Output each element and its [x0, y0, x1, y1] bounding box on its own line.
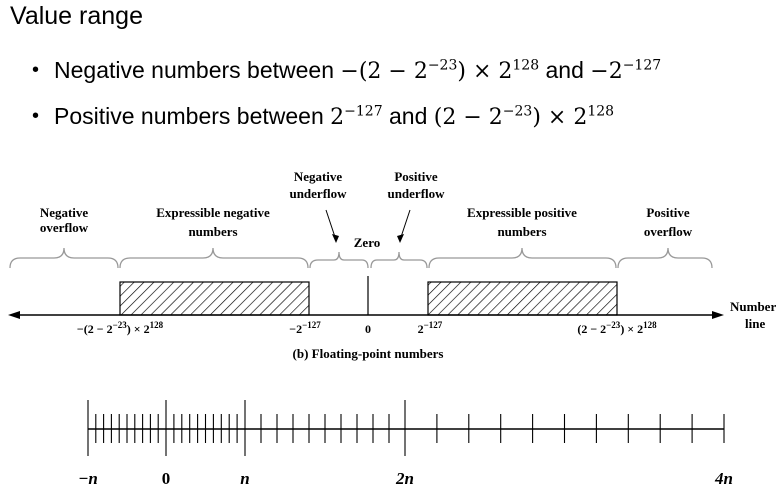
neg-overflow-label-1: Negative [40, 205, 89, 220]
bullet-dot: • [32, 105, 40, 127]
brace-expr-pos [428, 247, 617, 269]
density-label-neg-n: −n [78, 469, 98, 488]
brace-neg-overflow [9, 247, 119, 269]
brace-neg-underflow [309, 251, 369, 269]
pos-overflow-label-2: overflow [644, 224, 693, 239]
bullet-positive-range: • Positive numbers between 2−127 and (2 −… [32, 98, 661, 144]
number-line-label-2: line [745, 316, 765, 331]
neg-underflow-pointer [325, 209, 339, 243]
density-label-4n: 4n [714, 469, 733, 488]
expr-pos-label-1: Expressible positive [467, 205, 577, 220]
neg-range-high: −2−127 [590, 57, 662, 84]
neg-underflow-label-1: Negative [294, 169, 343, 184]
zero-tick-label: 0 [365, 322, 371, 336]
expr-neg-region [119, 281, 310, 316]
pos-underflow-label-2: underflow [387, 186, 445, 201]
pos-range-low: 2−127 [330, 103, 383, 130]
zero-label: Zero [354, 235, 380, 250]
diagram-caption: (b) Floating-point numbers [293, 346, 444, 361]
pos-range-high: (2 − 2−23) × 2128 [433, 103, 615, 130]
pos-underflow-label-1: Positive [394, 169, 438, 184]
neg-overflow-label-2: overflow [40, 220, 89, 235]
expr-neg-label-2: numbers [188, 224, 237, 239]
density-ticks [87, 400, 725, 456]
region-braces [9, 247, 713, 269]
bullet-list: • Negative numbers between −(2 − 2−23) × … [32, 52, 661, 144]
number-line-label-1: Number [730, 299, 776, 314]
density-label-zero: 0 [162, 469, 171, 488]
expr-pos-region [427, 281, 618, 316]
slide-title: Value range [10, 2, 143, 30]
pos-min-tick-label: 2−127 [418, 320, 443, 336]
expr-pos-label-2: numbers [497, 224, 546, 239]
neg-min-tick-label: −2−127 [289, 320, 321, 336]
brace-pos-underflow [370, 251, 428, 269]
pos-overflow-label-1: Positive [646, 205, 690, 220]
brace-expr-neg [119, 247, 309, 269]
neg-underflow-label-2: underflow [289, 186, 347, 201]
pos-underflow-pointer [397, 209, 411, 243]
brace-pos-overflow [617, 247, 713, 269]
neg-max-tick-label: −(2 − 2−23) × 2128 [77, 320, 164, 336]
density-label-2n: 2n [395, 469, 414, 488]
bullet-dot: • [32, 59, 40, 81]
density-label-n: n [240, 469, 249, 488]
number-line-axis [8, 311, 724, 319]
expr-neg-label-1: Expressible negative [156, 205, 270, 220]
neg-range-low: −(2 − 2−23) × 2128 [340, 57, 540, 84]
bullet-negative-range: • Negative numbers between −(2 − 2−23) × … [32, 52, 661, 98]
pos-max-tick-label: (2 − 2−23) × 2128 [577, 320, 657, 336]
